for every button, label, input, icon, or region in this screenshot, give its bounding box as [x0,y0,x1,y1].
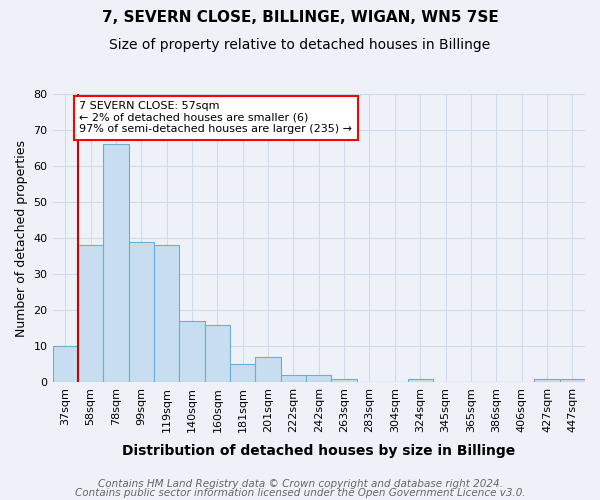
Text: Contains HM Land Registry data © Crown copyright and database right 2024.: Contains HM Land Registry data © Crown c… [98,479,502,489]
Bar [179,321,205,382]
Bar [560,379,585,382]
X-axis label: Distribution of detached houses by size in Billinge: Distribution of detached houses by size … [122,444,515,458]
Bar [154,246,179,382]
Text: Contains public sector information licensed under the Open Government Licence v3: Contains public sector information licen… [74,488,526,498]
Text: Size of property relative to detached houses in Billinge: Size of property relative to detached ho… [109,38,491,52]
Bar [256,357,281,382]
Bar [205,324,230,382]
Bar [331,379,357,382]
Bar [78,246,103,382]
Bar [128,242,154,382]
Bar [53,346,78,382]
Y-axis label: Number of detached properties: Number of detached properties [15,140,28,336]
Text: 7, SEVERN CLOSE, BILLINGE, WIGAN, WN5 7SE: 7, SEVERN CLOSE, BILLINGE, WIGAN, WN5 7S… [101,10,499,25]
Bar [230,364,256,382]
Bar [534,379,560,382]
Bar [281,375,306,382]
Bar [103,144,128,382]
Bar [306,375,331,382]
Bar [407,379,433,382]
Text: 7 SEVERN CLOSE: 57sqm
← 2% of detached houses are smaller (6)
97% of semi-detach: 7 SEVERN CLOSE: 57sqm ← 2% of detached h… [79,101,352,134]
